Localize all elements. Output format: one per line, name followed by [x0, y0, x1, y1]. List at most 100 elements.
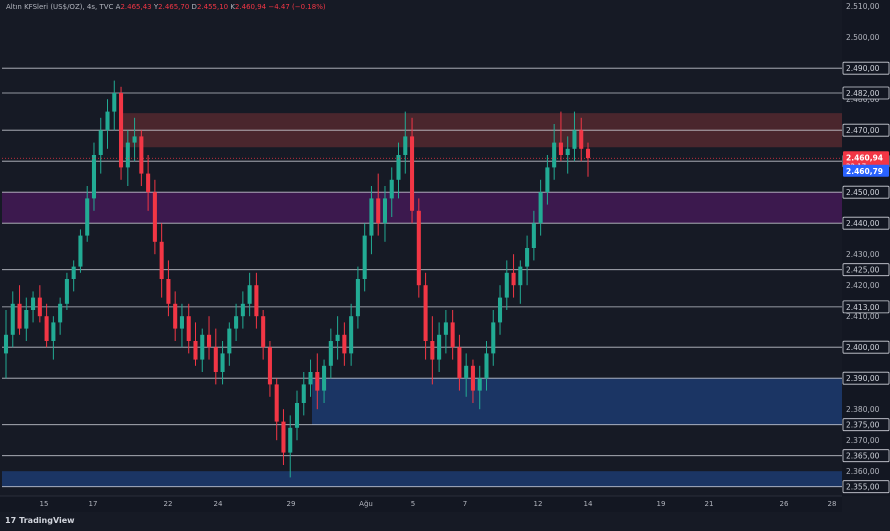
- candle-body: [511, 272, 516, 286]
- high-value: 2.465,70: [158, 3, 190, 11]
- candle-body: [362, 235, 367, 279]
- candle-body: [423, 285, 428, 341]
- candle-body: [450, 322, 455, 348]
- level-badge-label: 2.425,00: [846, 266, 880, 275]
- candle-body: [382, 198, 388, 224]
- level-badge-label: 2.375,00: [846, 421, 880, 430]
- candle-body: [274, 384, 279, 422]
- candle-body: [437, 334, 442, 360]
- candle-body: [416, 210, 421, 286]
- candle-body: [125, 142, 130, 168]
- candle-body: [396, 155, 401, 180]
- candle-body: [484, 353, 489, 379]
- candle-body: [525, 248, 530, 267]
- candle-body: [213, 347, 218, 372]
- level-badge: [842, 480, 890, 494]
- candle-body: [254, 285, 259, 317]
- level-badge-label: 2.365,00: [846, 452, 880, 461]
- time-axis-area: [0, 496, 842, 512]
- candle-body: [112, 93, 117, 112]
- candle-body: [261, 316, 266, 348]
- current-price-label: 2.460,94: [846, 153, 883, 162]
- candle-body: [288, 427, 293, 453]
- candle-body: [139, 136, 144, 174]
- candle-body: [51, 322, 56, 341]
- level-badge: [842, 263, 890, 277]
- candle-body: [355, 279, 360, 317]
- y-tick-label: 2.420,00: [846, 281, 880, 290]
- level-badge-label: 2.390,00: [846, 374, 880, 383]
- level-badge-label: 2.355,00: [846, 483, 880, 492]
- candle-body: [71, 266, 76, 279]
- candle-body: [173, 303, 178, 329]
- candle-body: [497, 297, 503, 323]
- candle-body: [410, 136, 415, 211]
- symbol-name: Altın KFSleri (US$/OZ), 4s, TVC: [6, 3, 114, 11]
- candle-body: [552, 142, 557, 168]
- x-tick-label: 26: [780, 500, 789, 508]
- candle-body: [491, 322, 496, 354]
- candle-body: [457, 347, 462, 379]
- y-tick-label: 2.510,00: [846, 2, 880, 11]
- level-badge: [842, 61, 890, 75]
- level-badge: [842, 123, 890, 137]
- candle-body: [64, 279, 69, 304]
- candle-body: [565, 148, 570, 155]
- candle-body: [504, 272, 509, 298]
- candle-body: [389, 179, 394, 199]
- candle-body: [579, 130, 584, 149]
- x-tick-label: 7: [463, 500, 467, 508]
- x-tick-label: 19: [657, 500, 666, 508]
- candle-body: [200, 334, 205, 360]
- candle-body: [10, 303, 15, 335]
- level-badge-label: 2.440,00: [846, 219, 880, 228]
- y-tick-label: 2.480,00: [846, 95, 880, 104]
- zone-demand-low: [2, 471, 842, 487]
- y-tick-label: 2.500,00: [846, 33, 880, 42]
- candle-body: [369, 198, 374, 236]
- candle-body: [585, 148, 591, 159]
- candle-body: [470, 365, 475, 391]
- candle-body: [403, 136, 408, 155]
- candle-body: [132, 136, 137, 143]
- candle-body: [31, 297, 36, 310]
- candle-body: [531, 223, 536, 248]
- candle-body: [376, 198, 381, 224]
- candle-body: [335, 334, 340, 341]
- level-badge-label: 2.470,00: [846, 126, 880, 135]
- brand-name: TradingView: [19, 516, 75, 525]
- x-tick-label: 12: [534, 500, 543, 508]
- x-tick-label: 28: [828, 500, 837, 508]
- candle-body: [477, 378, 482, 391]
- level-badge-label: 2.400,00: [846, 343, 880, 352]
- low-label: D: [191, 3, 197, 11]
- level-badge: [842, 300, 890, 314]
- candle-body: [328, 341, 333, 366]
- y-tick-label: 2.370,00: [846, 436, 880, 445]
- x-tick-label: 5: [411, 500, 415, 508]
- tradingview-brand[interactable]: 17 TradingView: [5, 516, 75, 525]
- candle-body: [206, 334, 212, 348]
- candle-body: [105, 111, 110, 131]
- candle-body: [91, 155, 97, 199]
- candle-body: [227, 328, 232, 354]
- candle-body: [545, 167, 550, 193]
- candle-body: [17, 303, 22, 329]
- candle-body: [146, 173, 151, 193]
- candle-body: [186, 316, 191, 341]
- level-badge: [842, 216, 890, 230]
- candle-body: [538, 192, 543, 224]
- candle-body: [518, 266, 523, 286]
- candle-body: [152, 192, 157, 242]
- candle-body: [464, 365, 469, 379]
- x-tick-label: 15: [40, 500, 49, 508]
- high-label: Y: [153, 3, 159, 11]
- candle-body: [322, 365, 327, 391]
- level-badge: [842, 340, 890, 354]
- candle-body: [572, 130, 577, 149]
- candle-body: [166, 279, 171, 304]
- candle-body: [37, 297, 42, 317]
- open-value: 2.465,43: [120, 3, 152, 11]
